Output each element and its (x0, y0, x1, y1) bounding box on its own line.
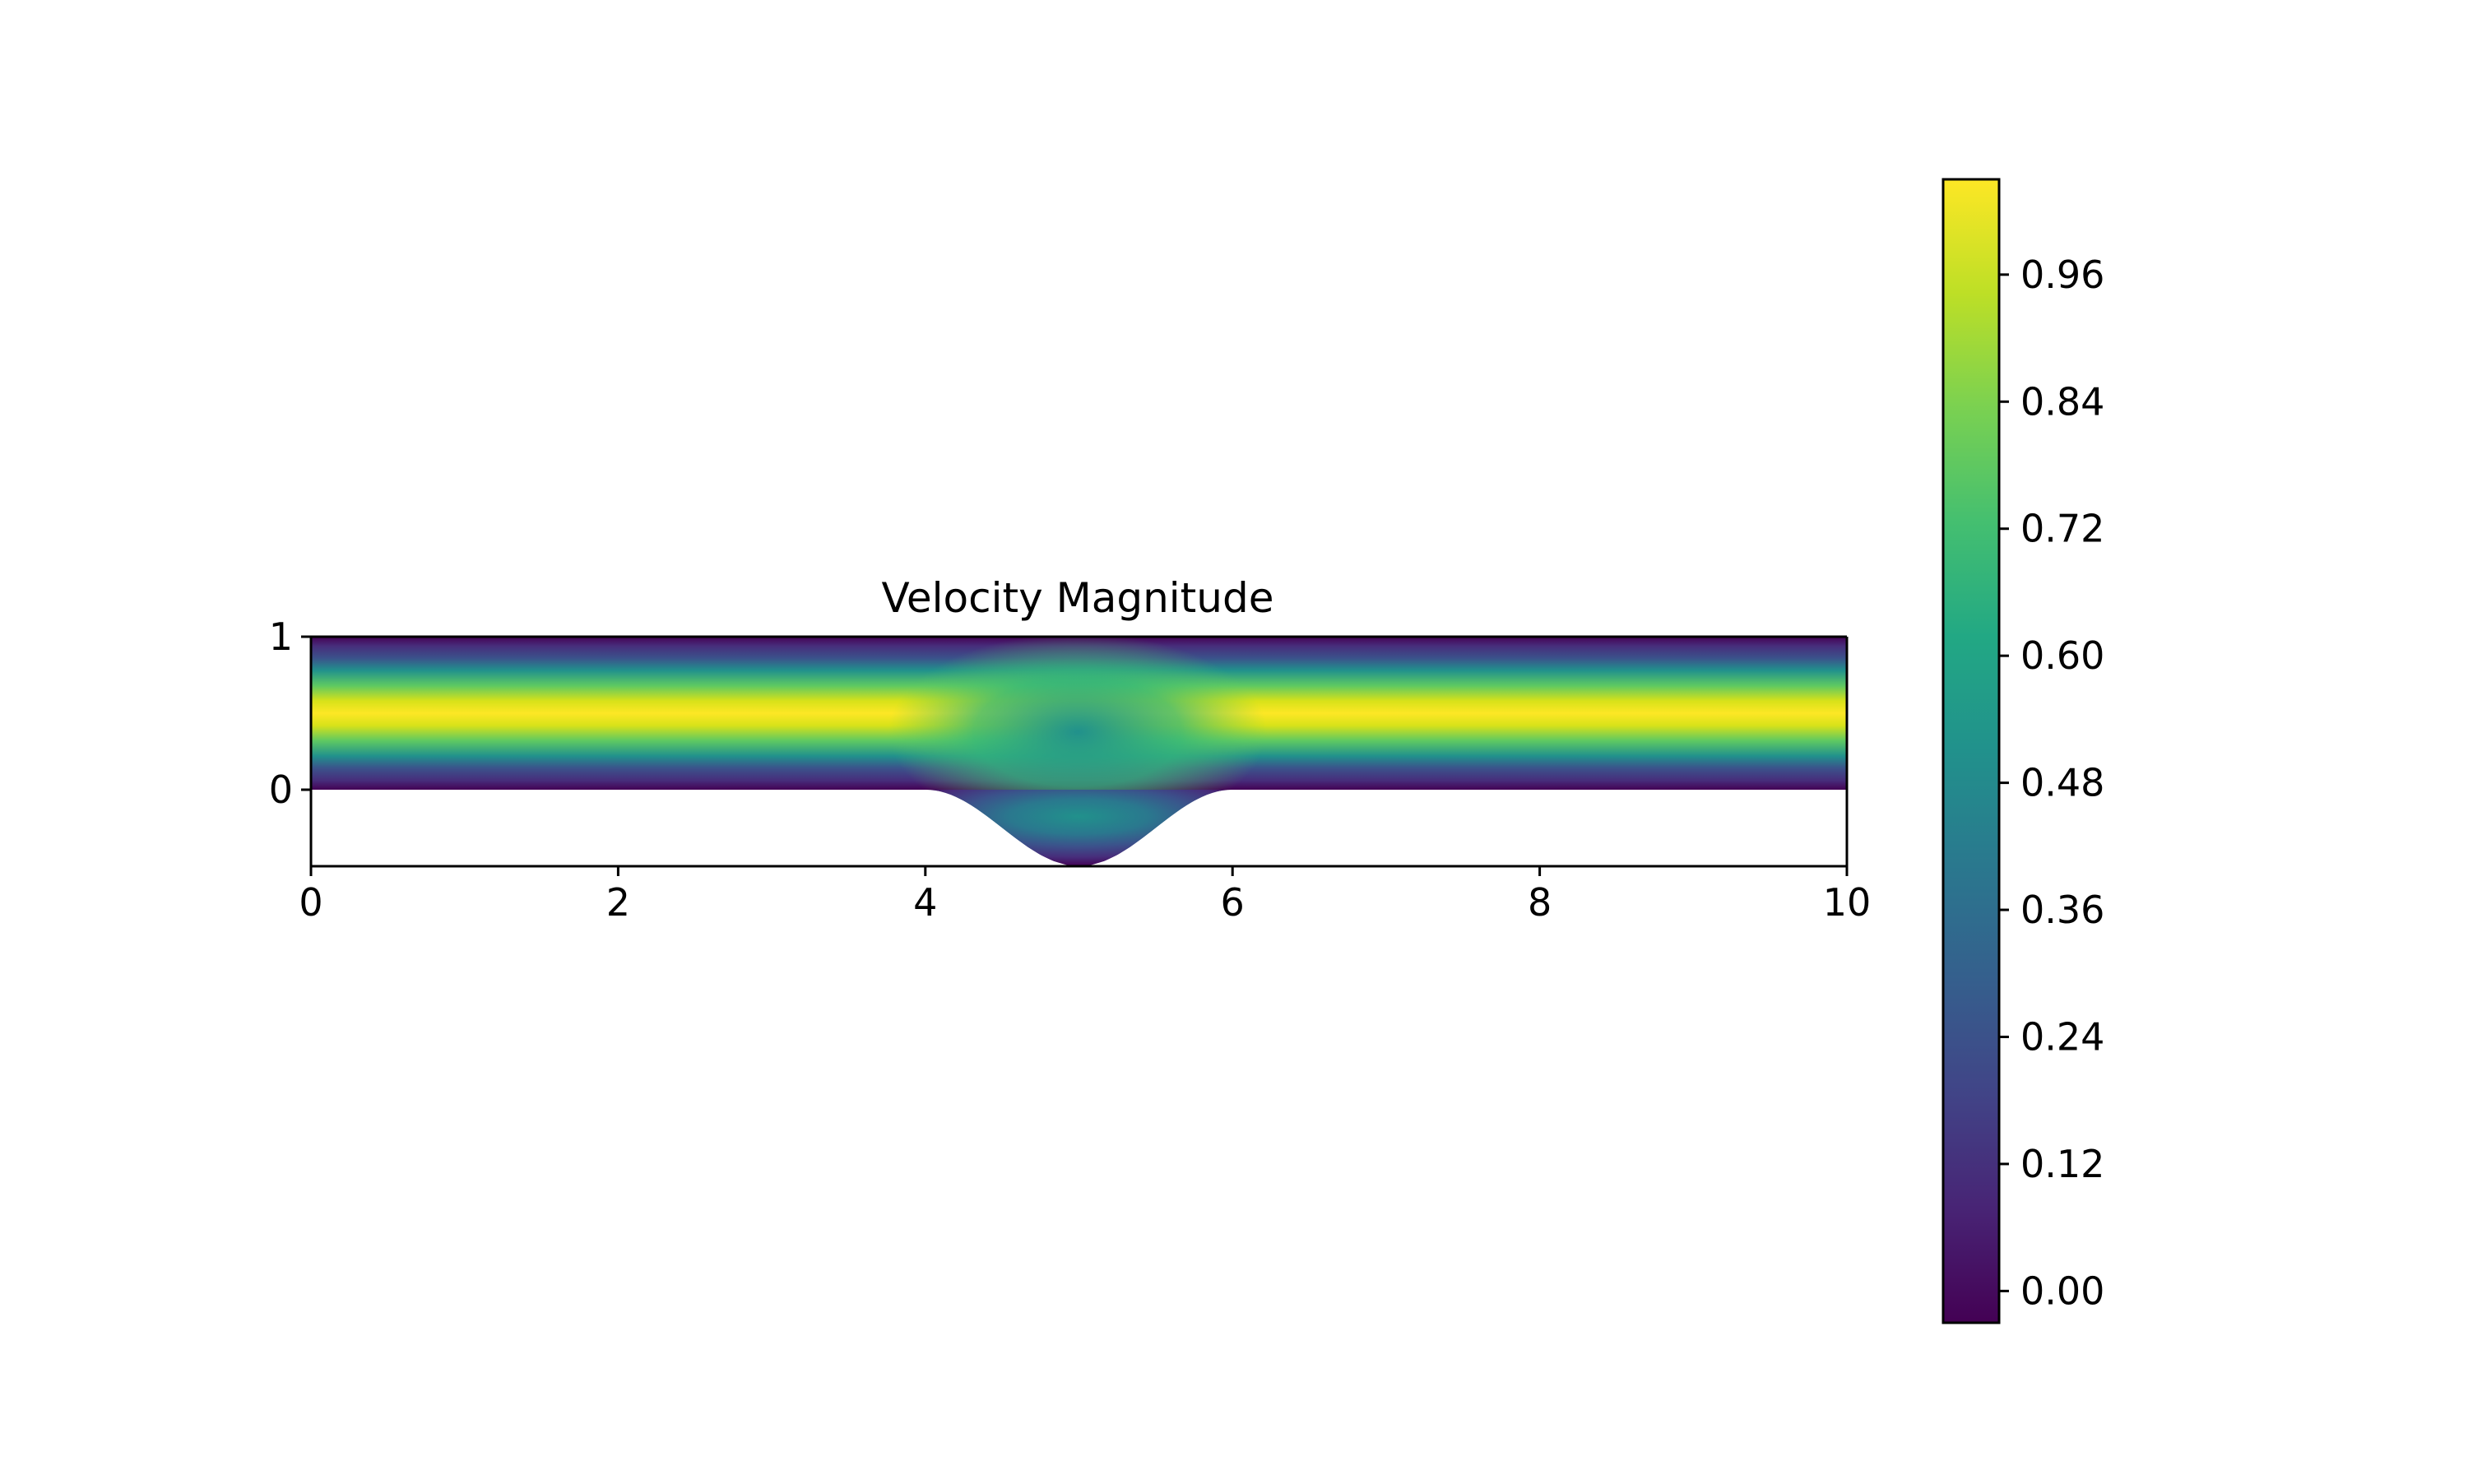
colorbar-tick-label: 0.60 (2020, 633, 2104, 678)
chart-title: Velocity Magnitude (882, 574, 1274, 622)
x-tick-label: 6 (1221, 880, 1245, 925)
y-axis-ticks: 01 (269, 614, 311, 812)
colorbar-tick-label: 0.48 (2020, 761, 2104, 805)
colorbar-frame (1941, 178, 2001, 1324)
y-tick-label: 0 (269, 768, 293, 812)
colorbar-gradient-bar (1943, 179, 1999, 1323)
x-tick-label: 8 (1528, 880, 1552, 925)
colorbar-tick-label: 0.12 (2020, 1142, 2104, 1186)
colorbar-tick-label: 0.24 (2020, 1015, 2104, 1060)
colorbar-tick-label: 0.72 (2020, 507, 2104, 551)
y-tick-label: 1 (269, 614, 293, 659)
bump-flow-region (925, 790, 1233, 866)
x-tick-label: 4 (913, 880, 937, 925)
constriction-low-velocity-region (888, 637, 1267, 831)
x-tick-label: 10 (1823, 880, 1872, 925)
colorbar-tick-label: 0.36 (2020, 888, 2104, 932)
colorbar: 0.00 0.12 0.24 0.36 0.48 0.60 0.72 0.84 0.96 (1941, 178, 2104, 1324)
colorbar-tick-label: 0.00 (2020, 1268, 2104, 1313)
colorbar-ticks: 0.00 0.12 0.24 0.36 0.48 0.60 0.72 0.84 0.96 (1999, 253, 2104, 1313)
plot-area (311, 637, 1847, 866)
x-tick-label: 0 (299, 880, 322, 925)
colorbar-tick-label: 0.84 (2020, 379, 2104, 424)
x-axis-ticks: 0 2 4 6 8 10 (299, 866, 1871, 925)
colorbar-tick-label: 0.96 (2020, 253, 2104, 297)
axes-frame (309, 635, 1849, 868)
x-tick-label: 2 (606, 880, 630, 925)
